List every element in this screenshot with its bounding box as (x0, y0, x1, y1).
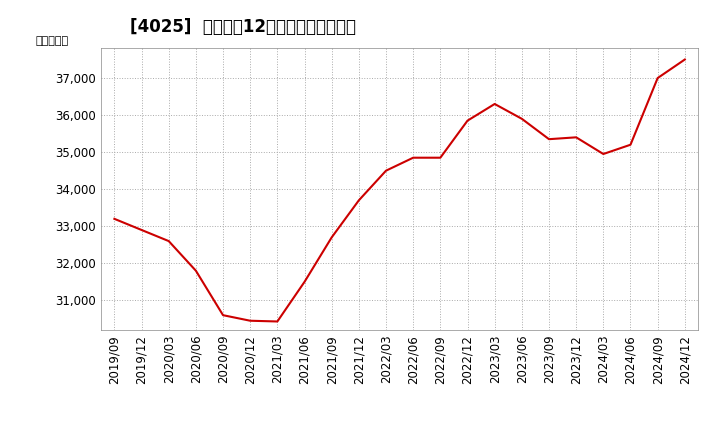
Text: （百万円）: （百万円） (35, 36, 68, 46)
Text: [4025]  売上高の12か月移動合計の推移: [4025] 売上高の12か月移動合計の推移 (130, 18, 356, 36)
